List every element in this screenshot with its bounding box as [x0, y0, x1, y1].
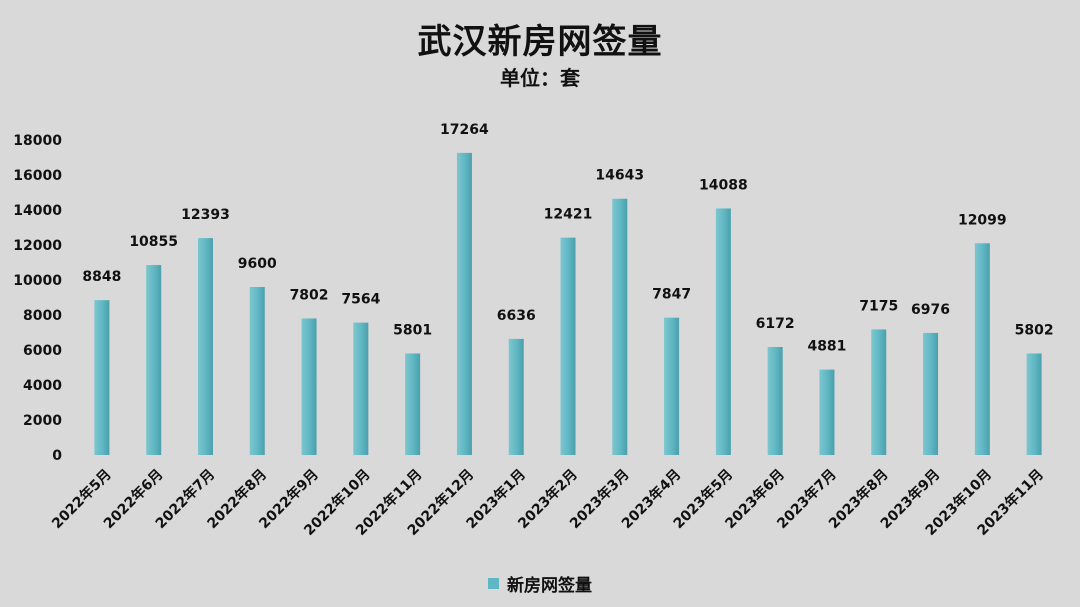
chart-subtitle: 单位：套	[500, 66, 580, 90]
chart-legend: 新房网签量	[0, 571, 1080, 596]
chart-title: 武汉新房网签量	[417, 22, 663, 62]
data-label: 6976	[911, 302, 950, 318]
data-label: 14643	[595, 168, 644, 184]
data-label: 9600	[238, 256, 277, 272]
bar	[560, 237, 576, 455]
data-label: 7802	[290, 287, 329, 303]
data-label: 14088	[699, 177, 748, 193]
bar	[664, 317, 680, 455]
legend-swatch	[488, 578, 499, 589]
bar	[301, 318, 317, 455]
bar	[819, 369, 835, 455]
bar	[249, 287, 265, 455]
bar	[197, 238, 213, 455]
bar	[508, 338, 524, 455]
data-label: 7847	[652, 287, 691, 303]
data-label: 12421	[544, 207, 593, 223]
bar	[871, 329, 887, 455]
bar	[456, 152, 472, 455]
data-label: 7175	[859, 298, 898, 314]
y-tick-label: 8000	[23, 308, 62, 324]
bar	[767, 346, 783, 455]
y-tick-label: 2000	[23, 413, 62, 429]
data-label: 12099	[958, 212, 1007, 228]
bar	[715, 208, 731, 455]
y-tick-label: 6000	[23, 343, 62, 359]
data-label: 5801	[393, 322, 432, 338]
y-tick-label: 0	[52, 448, 62, 464]
bar	[923, 332, 939, 455]
bar	[1026, 353, 1042, 455]
y-tick-label: 12000	[13, 238, 62, 254]
data-label: 5802	[1015, 322, 1054, 338]
data-label: 6172	[756, 316, 795, 332]
legend-label: 新房网签量	[507, 576, 592, 596]
data-label: 7564	[341, 292, 380, 308]
bar	[612, 198, 628, 455]
y-tick-label: 10000	[13, 273, 62, 289]
data-label: 10855	[129, 234, 178, 250]
data-label: 8848	[82, 269, 121, 285]
y-tick-label: 4000	[23, 378, 62, 394]
data-label: 17264	[440, 122, 489, 138]
bar	[353, 322, 369, 455]
bar	[405, 353, 421, 455]
data-label: 4881	[807, 339, 846, 355]
bar	[146, 265, 162, 455]
bar	[94, 300, 110, 455]
data-label: 6636	[497, 308, 536, 324]
y-tick-label: 14000	[13, 203, 62, 219]
y-tick-label: 18000	[13, 133, 62, 149]
data-label: 12393	[181, 207, 230, 223]
y-tick-label: 16000	[13, 168, 62, 184]
bar	[974, 243, 990, 455]
